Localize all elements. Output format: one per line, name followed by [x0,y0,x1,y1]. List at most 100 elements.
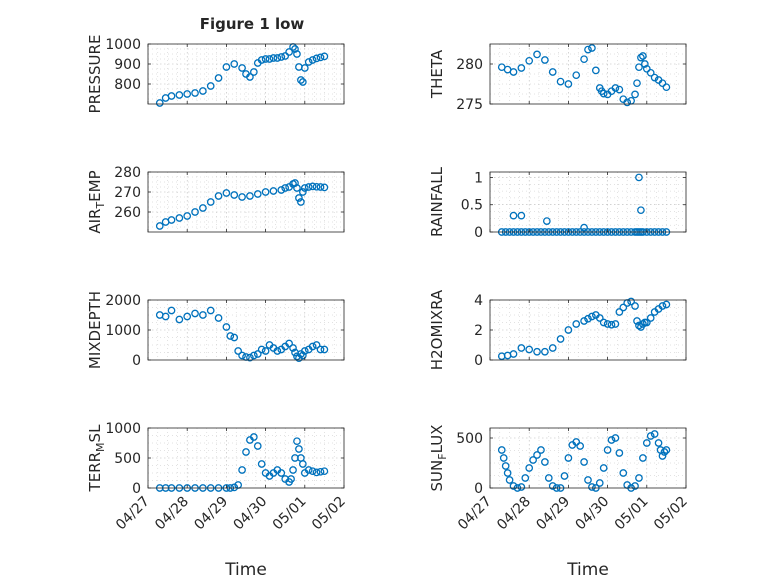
y-tick-label: 500 [456,431,483,447]
data-point [537,446,545,454]
data-point [300,184,309,192]
data-point [584,45,592,54]
data-point [222,63,231,71]
data-point [556,77,565,86]
data-point [642,439,651,447]
data-point [572,438,581,446]
data-point [517,211,526,220]
data-point [525,464,534,472]
y-axis-label: AIRTEMP [86,170,107,233]
data-point [642,318,651,327]
axes-box [489,171,687,233]
data-point [517,64,526,72]
data-point [316,183,325,191]
y-tick-label: 0.5 [461,198,483,214]
y-tick-label: 275 [456,97,483,113]
data-point [320,52,329,61]
data-point [320,183,329,192]
data-point [525,56,534,65]
data-point [564,80,573,88]
data-point [646,432,655,440]
x-tick-label: 04/28 [494,494,534,534]
y-tick-label: 800 [114,77,141,93]
data-point [253,350,262,358]
data-point [646,314,655,322]
panel-h2omixra: 0 2 4 H2OMIXRA [428,289,687,370]
data-point [316,467,325,476]
data-point [623,98,632,107]
data-point [599,464,608,472]
data-point [289,344,297,352]
axes-box [147,43,345,105]
data-point [521,474,530,482]
data-point [635,474,643,482]
data-point [155,99,164,107]
data-point [291,45,299,53]
data-point [607,436,616,444]
data-point [501,462,510,470]
data-point [238,193,246,201]
data-point [297,76,305,84]
y-tick-label: 500 [114,451,141,467]
data-point [206,306,215,315]
data-point [175,91,184,99]
panel-theta: 275 280 THETA [428,43,687,113]
data-point [191,309,199,318]
data-point [517,483,526,491]
data-point [572,320,581,328]
y-tick-label: 1000 [105,323,141,339]
data-point [298,78,307,86]
data-point [509,482,518,490]
data-point [308,467,317,476]
data-point [525,345,534,354]
data-point [206,198,215,206]
data-point [580,458,588,466]
data-point [304,183,313,191]
y-tick-label: 1 [474,170,483,186]
data-point [541,56,549,64]
data-point [261,347,270,355]
data-point [226,332,235,340]
data-point [580,223,588,232]
panel-air: 260 270 280 AIRTEMP [86,165,345,234]
y-tick-label: 0 [474,225,483,241]
data-point [183,312,192,321]
data-point [214,192,223,200]
data-point [222,323,231,331]
data-point [639,52,647,60]
data-point [548,344,557,352]
data-point [206,82,215,90]
data-point [615,85,624,94]
data-point [505,476,514,484]
data-point [607,320,616,329]
data-point [320,467,329,476]
data-point [658,302,667,310]
data-point [642,64,651,73]
panel-sun: 0 500 04/27 04/28 04/29 04/30 05/01 05/02 SUNFLU… [428,425,691,580]
y-tick-label: 0 [132,353,141,369]
data-point [293,437,301,446]
data-point [214,314,223,322]
data-point [297,198,305,206]
data-point [627,297,635,306]
data-point [253,442,262,450]
data-point [611,320,620,328]
data-point [509,350,518,358]
data-point [230,333,239,342]
data-point [285,339,293,348]
y-axis-label: THETA [428,49,446,99]
data-point [277,53,286,61]
data-point [238,466,246,474]
y-tick-label: 0 [132,481,141,497]
data-point [246,353,254,362]
x-tick-label: 04/28 [152,494,192,534]
data-point [312,468,321,477]
data-point [639,320,647,328]
y-tick-label: 0 [474,481,483,497]
y-axis-label: H2OMIXRA [428,289,446,370]
data-point [497,446,506,454]
data-point [269,187,278,195]
data-point [312,54,321,63]
data-point [167,92,176,100]
